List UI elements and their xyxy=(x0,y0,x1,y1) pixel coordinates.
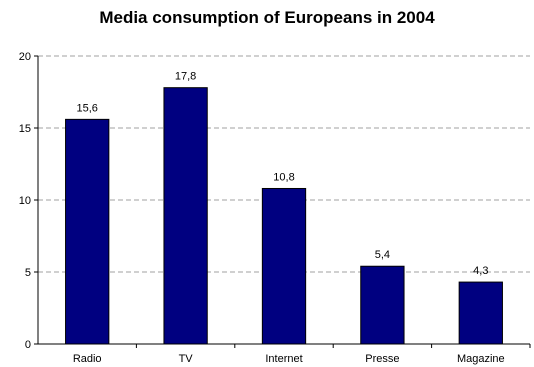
y-tick-label: 10 xyxy=(19,195,31,207)
bar-radio xyxy=(65,118,110,345)
data-label: 15,6 xyxy=(76,102,97,114)
bar-tv xyxy=(163,87,208,345)
bar-magazine xyxy=(458,281,503,345)
x-tick-label: Presse xyxy=(365,353,399,365)
x-tick-label: Internet xyxy=(265,353,302,365)
data-label: 5,4 xyxy=(375,249,390,261)
y-tick-label: 0 xyxy=(25,339,31,351)
y-tick-label: 5 xyxy=(25,267,31,279)
y-tick-label: 20 xyxy=(19,51,31,63)
data-label: 10,8 xyxy=(273,171,294,183)
chart-title: Media consumption of Europeans in 2004 xyxy=(99,8,435,27)
x-tick-label: TV xyxy=(179,353,194,365)
x-tick-label: Radio xyxy=(73,353,102,365)
data-label: 4,3 xyxy=(473,265,488,277)
bar-presse xyxy=(360,265,405,345)
bar-internet xyxy=(261,187,307,345)
y-tick-label: 15 xyxy=(19,123,31,135)
x-tick-label: Magazine xyxy=(457,353,505,365)
data-label: 17,8 xyxy=(175,71,196,83)
